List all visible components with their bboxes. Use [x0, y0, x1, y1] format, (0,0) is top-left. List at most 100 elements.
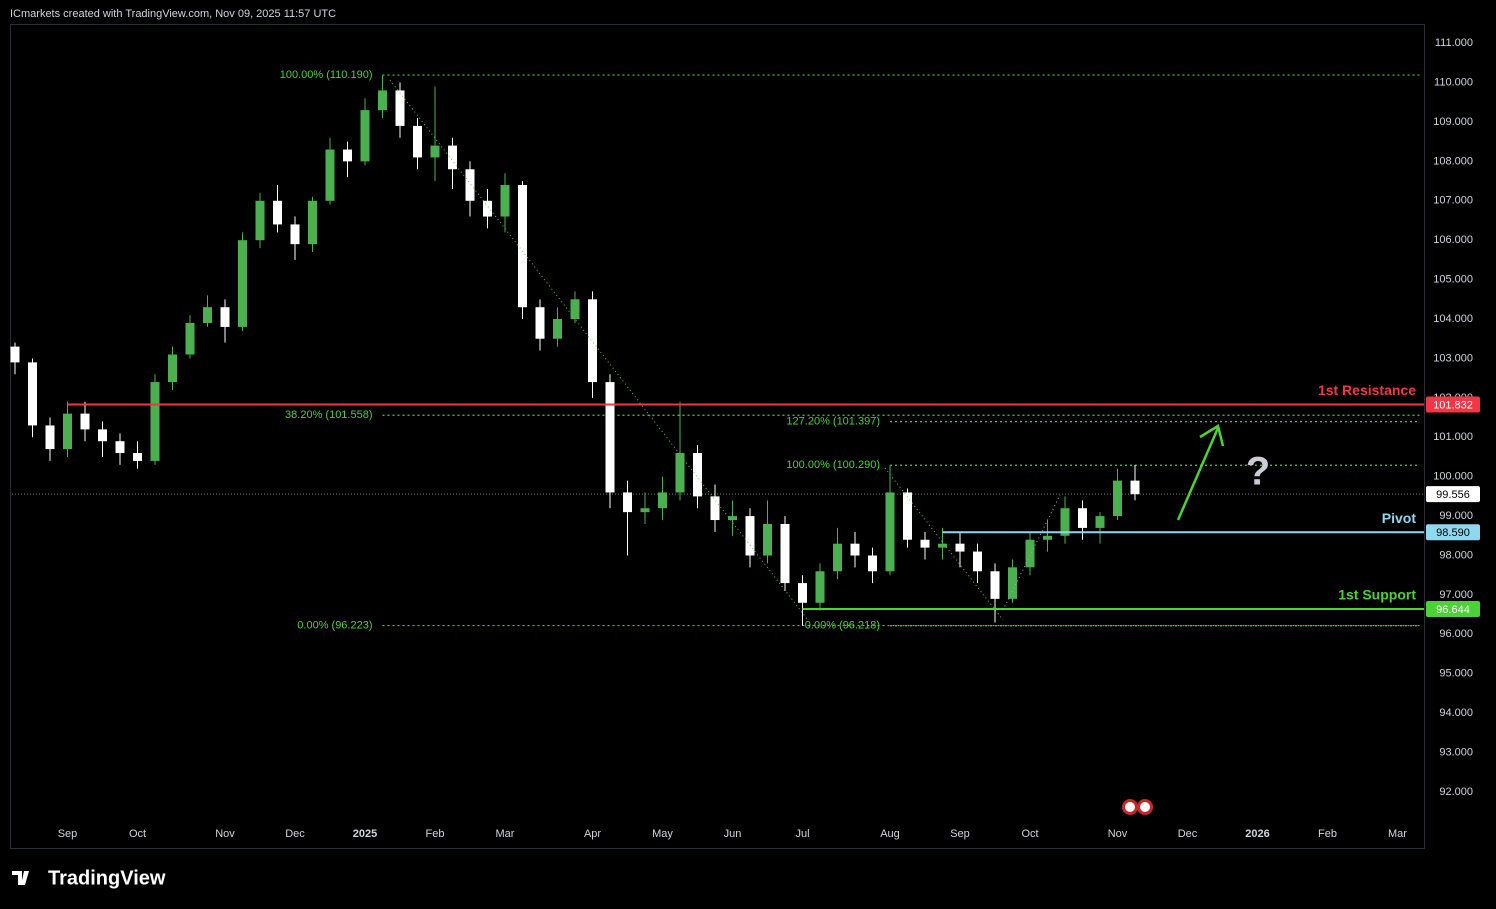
x-tick-label: Feb	[426, 828, 445, 840]
candle-body	[1095, 516, 1105, 528]
x-tick-label: 2025	[353, 828, 377, 840]
y-tick-label: 101.000	[1433, 431, 1473, 443]
candle-body	[535, 307, 545, 339]
candle-body	[815, 571, 825, 603]
candle-body	[168, 354, 177, 383]
y-tick-label: 105.000	[1433, 274, 1473, 286]
y-tick-label: 93.000	[1439, 746, 1473, 758]
x-tick-label: Aug	[880, 828, 900, 840]
x-tick-label: Jul	[795, 828, 809, 840]
candle-body	[1113, 480, 1122, 517]
fib-connector	[884, 467, 1004, 621]
x-tick-label: Nov	[1108, 828, 1128, 840]
candle-body	[710, 496, 720, 521]
price-box	[1426, 486, 1480, 503]
candle-body	[623, 492, 632, 513]
candle-body	[868, 555, 877, 572]
candle-body	[325, 149, 335, 201]
x-tick-label: 2026	[1245, 828, 1269, 840]
y-tick-label: 106.000	[1433, 234, 1473, 246]
price-box-label: 98.590	[1436, 527, 1470, 539]
x-tick-label: Mar	[496, 828, 515, 840]
candle-body	[465, 169, 475, 201]
y-tick-label: 110.000	[1434, 76, 1473, 88]
candle-body	[833, 543, 842, 572]
candle-body	[990, 571, 1000, 599]
candle-body	[728, 516, 737, 521]
y-tick-label: 109.000	[1433, 116, 1473, 128]
candle-body	[133, 453, 142, 461]
marks: 92.000 93.000 94.000 95.000 96.000 97.000 98.0…	[10, 37, 1480, 840]
plot-frame	[10, 24, 1425, 849]
x-tick-label: Apr	[584, 828, 601, 840]
candle-body	[238, 240, 247, 327]
candle-body	[500, 185, 510, 217]
x-tick-label: Mar	[1388, 828, 1407, 840]
candle-body	[640, 508, 650, 513]
candle-body	[570, 299, 580, 320]
level-name: 1st Support	[1338, 587, 1416, 603]
candle-body	[1060, 508, 1070, 536]
x-tick-label: Oct	[129, 828, 146, 840]
y-tick-label: 92.000	[1439, 786, 1473, 798]
trend-connector	[1002, 494, 1061, 611]
x-tick-label: Sep	[58, 828, 78, 840]
y-tick-label: 107.000	[1433, 195, 1473, 207]
candle-body	[343, 149, 352, 162]
candle-body	[1130, 480, 1140, 495]
candle-body	[658, 492, 667, 509]
candle-body	[1078, 508, 1087, 528]
fib-label: 100.00% (110.190)	[280, 69, 373, 81]
candle-body	[798, 583, 807, 603]
candle-body	[518, 185, 527, 308]
candle-body	[553, 319, 562, 339]
event-icon	[1122, 799, 1153, 815]
candle-body	[378, 90, 387, 111]
y-tick-label: 103.000	[1433, 352, 1473, 364]
x-tick-label: Jun	[724, 828, 742, 840]
price-box-label: 101.832	[1433, 399, 1473, 411]
candle-body	[308, 200, 317, 245]
candle-body	[780, 523, 790, 584]
candle-body	[28, 362, 37, 426]
candle-body	[63, 413, 72, 450]
y-tick-label: 94.000	[1439, 707, 1473, 719]
candle-body	[920, 539, 930, 548]
x-tick-label: Feb	[1318, 828, 1337, 840]
y-tick-label: 98.000	[1439, 549, 1473, 561]
candle-body	[10, 346, 20, 363]
candle-body	[903, 492, 912, 540]
candle-body	[938, 543, 947, 548]
footer-logo	[12, 871, 29, 885]
candle-body	[448, 145, 457, 170]
candle-body	[1043, 535, 1052, 540]
candle-body	[605, 382, 615, 493]
x-tick-label: Sep	[950, 828, 970, 840]
fib-label: 38.20% (101.558)	[285, 409, 372, 421]
candle-body	[255, 200, 265, 241]
candle-body	[885, 492, 895, 572]
fib-label: 0.00% (96.218)	[805, 620, 880, 632]
candle-body	[745, 516, 755, 556]
price-box	[1426, 600, 1480, 617]
fib-label: 0.00% (96.223)	[297, 619, 372, 631]
candle-body	[588, 299, 597, 383]
price-box	[1426, 396, 1480, 413]
x-tick-label: May	[652, 828, 673, 840]
candle-body	[763, 523, 772, 556]
x-tick-label: Dec	[285, 828, 305, 840]
candle-body	[675, 453, 685, 493]
candle-body	[483, 200, 492, 217]
header: ICmarkets created with TradingView.com, …	[10, 8, 336, 20]
y-tick-label: 97.000	[1439, 589, 1473, 601]
fib-label: 127.20% (101.397)	[786, 416, 880, 428]
candle-body	[185, 322, 195, 355]
y-tick-label: 96.000	[1439, 628, 1473, 640]
candle-body	[80, 413, 90, 430]
level-name: 1st Resistance	[1318, 382, 1416, 398]
y-tick-label: 95.000	[1439, 668, 1473, 680]
candle-body	[150, 382, 160, 461]
candle-body	[203, 307, 212, 323]
